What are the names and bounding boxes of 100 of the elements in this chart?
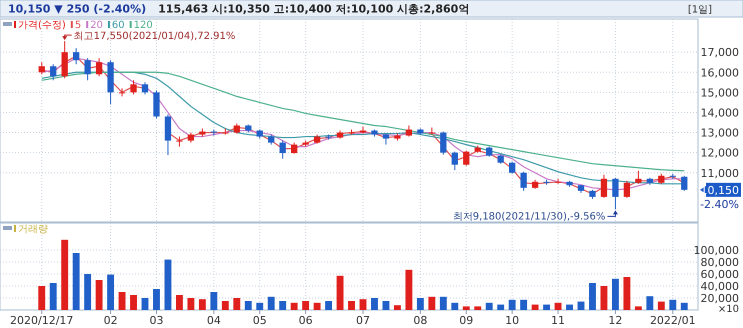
- bar: [634, 306, 642, 310]
- bar: [497, 304, 504, 310]
- x-tick-label: 2020/12/17: [10, 314, 74, 327]
- legend-label: 가격(수정): [18, 20, 66, 31]
- bar: [554, 302, 562, 310]
- candlestick: [440, 131, 446, 156]
- candlestick: [624, 180, 630, 198]
- candlestick: [130, 80, 137, 95]
- bar: [198, 299, 206, 310]
- legend-label: 5: [74, 20, 82, 31]
- candlestick: [658, 173, 664, 184]
- bar: [612, 278, 619, 310]
- bar: [543, 304, 550, 310]
- bar: [256, 302, 264, 310]
- x-tick-label: 09: [459, 314, 474, 327]
- bar: [107, 274, 114, 310]
- candlestick: [314, 134, 320, 144]
- annotation: 최저9,180(2021/11/30),-9.56%: [452, 211, 606, 222]
- bar: [176, 295, 183, 310]
- y-tick-label: 11,000: [700, 166, 739, 180]
- bar: [38, 286, 46, 310]
- bar: [72, 253, 80, 310]
- bar: [279, 301, 286, 310]
- bar: [187, 298, 194, 310]
- candlestick: [406, 125, 412, 138]
- candlestick: [382, 133, 390, 146]
- bar: [405, 270, 412, 310]
- y-axis-title: ×10: [718, 304, 739, 315]
- x-tick-label: 10: [505, 314, 520, 327]
- bar: [233, 298, 240, 310]
- candlestick: [635, 170, 642, 184]
- bar: [153, 289, 160, 310]
- bar: [130, 295, 137, 310]
- y-tick-label: 12,000: [700, 146, 739, 160]
- chart-title: 10,150 ▼ 250 (-2.40%): [8, 2, 146, 16]
- candlestick: [520, 171, 527, 192]
- y-tick-label: 20,000: [700, 292, 739, 305]
- bar: [589, 283, 596, 310]
- candlestick: [268, 134, 274, 146]
- legend-label: 20: [90, 20, 103, 31]
- candlestick: [176, 136, 183, 148]
- candlestick: [452, 151, 458, 171]
- bar: [336, 276, 344, 310]
- candlestick: [291, 142, 298, 154]
- candlestick: [50, 64, 56, 81]
- candlestick: [463, 150, 470, 166]
- bar: [222, 301, 229, 310]
- text: -2.40%: [700, 198, 739, 211]
- x-tick-label: 04: [206, 314, 221, 327]
- candlestick: [486, 146, 492, 158]
- bar: [462, 306, 470, 310]
- candlestick: [84, 58, 91, 81]
- x-tick-label: 07: [356, 314, 370, 327]
- candlestick: [73, 48, 80, 65]
- bar: [566, 304, 573, 310]
- bar: [96, 280, 103, 310]
- bar: [600, 286, 608, 310]
- candlestick: [589, 189, 596, 200]
- bar: [84, 274, 92, 310]
- bar: [451, 302, 458, 310]
- bar: [61, 240, 68, 310]
- y-tick-label: 100,000: [694, 244, 739, 257]
- bar: [164, 260, 172, 310]
- bar: [302, 301, 310, 310]
- bar: [416, 298, 424, 310]
- bar: [118, 292, 126, 310]
- bar: [142, 298, 148, 310]
- bar: [371, 298, 378, 310]
- x-tick-label: 06: [298, 314, 313, 327]
- candlestick: [38, 62, 45, 75]
- candlestick: [188, 132, 194, 144]
- bar: [669, 300, 676, 310]
- x-tick-label: 11: [551, 314, 566, 327]
- legend-label: 60: [112, 20, 125, 31]
- bar: [520, 300, 528, 310]
- candlestick: [612, 177, 619, 210]
- y-tick-label: 60,000: [700, 268, 739, 281]
- y-tick-label: 40,000: [700, 280, 739, 293]
- bar: [646, 296, 654, 310]
- x-tick-label: 08: [413, 314, 428, 327]
- y-tick-label: 16,000: [700, 66, 739, 80]
- bar: [290, 302, 298, 310]
- bar: [578, 302, 584, 310]
- candlestick: [600, 174, 608, 198]
- candlestick: [142, 82, 148, 95]
- bar: [348, 301, 355, 310]
- bar: [50, 283, 57, 310]
- bar: [623, 277, 630, 310]
- text: [1일]: [688, 4, 712, 16]
- bar: [532, 304, 539, 310]
- candlestick: [234, 123, 240, 134]
- bar: [382, 301, 390, 310]
- bar: [210, 292, 218, 310]
- x-tick-label: 2022/01: [650, 314, 696, 327]
- bar: [486, 302, 493, 310]
- bar: [314, 302, 321, 310]
- bar: [440, 296, 447, 310]
- x-tick-label: 12: [608, 314, 622, 327]
- candlestick: [256, 129, 263, 140]
- y-tick-label: 15,000: [700, 86, 739, 100]
